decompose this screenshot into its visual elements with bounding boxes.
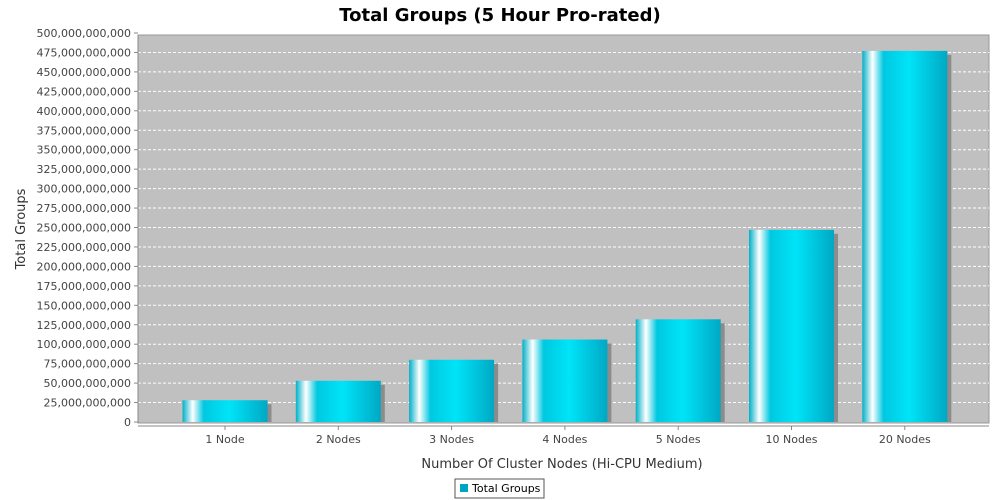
x-axis-label: Number Of Cluster Nodes (Hi-CPU Medium) <box>421 457 702 472</box>
y-tick-label: 0 <box>124 416 131 429</box>
y-tick-label: 500,000,000,000 <box>37 27 131 40</box>
y-tick-label: 450,000,000,000 <box>37 66 131 79</box>
y-tick-label: 125,000,000,000 <box>37 319 131 332</box>
bars <box>182 50 952 422</box>
grid-lines <box>138 32 989 404</box>
y-tick-label: 225,000,000,000 <box>37 241 131 254</box>
x-tick-label: 2 Nodes <box>316 433 361 446</box>
y-tick-label: 475,000,000,000 <box>37 46 131 59</box>
legend-label: Total Groups <box>471 482 541 495</box>
bar <box>295 380 381 422</box>
chart-title: Total Groups (5 Hour Pro-rated) <box>339 5 660 26</box>
y-tick-label: 50,000,000,000 <box>44 377 131 390</box>
y-tick-label: 400,000,000,000 <box>37 105 131 118</box>
bar <box>635 319 721 422</box>
y-tick-label: 200,000,000,000 <box>37 260 131 273</box>
y-axis-label: Total Groups <box>14 188 29 270</box>
x-tick-label: 5 Nodes <box>656 433 701 446</box>
bar <box>522 339 608 422</box>
y-tick-label: 75,000,000,000 <box>44 358 131 371</box>
x-axis-ticks: 1 Node 2 Nodes 3 Nodes 4 Nodes 5 Nodes 10 Nod… <box>205 426 931 446</box>
bar <box>862 50 948 422</box>
y-tick-label: 250,000,000,000 <box>37 222 131 235</box>
legend-box <box>454 478 545 499</box>
y-axis-ticks: 0 25,000,000,000 50,000,000,000 75,000,000,… <box>37 27 138 429</box>
x-tick-label: 3 Nodes <box>429 433 474 446</box>
y-tick-label: 150,000,000,000 <box>37 299 131 312</box>
bar <box>749 229 834 422</box>
legend: Total Groups <box>454 478 545 499</box>
y-tick-label: 425,000,000,000 <box>37 85 131 98</box>
y-tick-label: 350,000,000,000 <box>37 144 131 157</box>
legend-swatch <box>460 484 468 492</box>
y-tick-label: 175,000,000,000 <box>37 280 131 293</box>
bar <box>182 400 268 422</box>
y-tick-label: 100,000,000,000 <box>37 338 131 351</box>
y-tick-label: 275,000,000,000 <box>37 202 131 215</box>
x-tick-label: 20 Nodes <box>879 433 931 446</box>
x-tick-label: 4 Nodes <box>542 433 587 446</box>
y-tick-label: 325,000,000,000 <box>37 163 131 176</box>
x-tick-label: 10 Nodes <box>766 433 818 446</box>
y-tick-label: 300,000,000,000 <box>37 183 131 196</box>
x-tick-label: 1 Node <box>205 433 244 446</box>
y-tick-label: 25,000,000,000 <box>44 397 131 410</box>
bar <box>409 359 495 422</box>
y-tick-label: 375,000,000,000 <box>37 124 131 137</box>
